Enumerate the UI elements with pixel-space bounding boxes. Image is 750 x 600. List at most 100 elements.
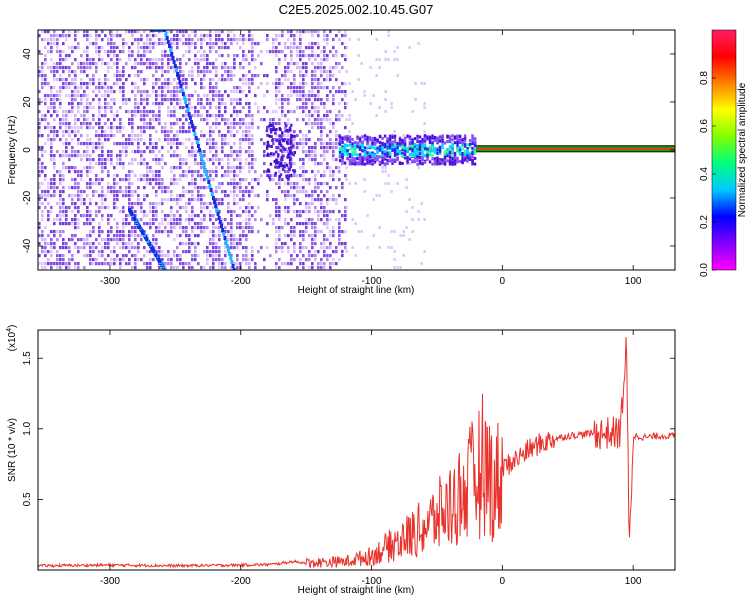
heatmap-cell bbox=[356, 142, 359, 146]
heatmap-cell bbox=[107, 186, 110, 190]
heatmap-cell bbox=[71, 202, 74, 206]
heatmap-cell bbox=[272, 142, 275, 146]
heatmap-cell bbox=[173, 122, 176, 126]
heatmap-cell bbox=[363, 134, 367, 138]
heatmap-cell bbox=[305, 222, 308, 226]
heatmap-cell bbox=[344, 54, 347, 58]
heatmap-cell bbox=[116, 226, 119, 230]
heatmap-cell bbox=[275, 86, 278, 90]
heatmap-cell bbox=[155, 70, 158, 74]
heatmap-cell bbox=[305, 122, 308, 126]
heatmap-cell bbox=[227, 118, 230, 122]
heatmap-cell bbox=[248, 146, 251, 150]
heatmap-cell bbox=[50, 66, 53, 70]
heatmap-cell bbox=[71, 50, 74, 54]
heatmap-cell bbox=[320, 82, 323, 86]
heatmap-cell bbox=[281, 168, 285, 172]
heatmap-cell bbox=[276, 146, 280, 150]
heatmap-cell bbox=[248, 230, 251, 234]
heatmap-cell bbox=[290, 42, 293, 46]
heatmap-track-cell bbox=[176, 72, 180, 76]
heatmap-cell bbox=[302, 90, 305, 94]
heatmap-cell bbox=[233, 34, 236, 38]
heatmap-cell bbox=[131, 230, 134, 234]
heatmap-cell bbox=[278, 86, 281, 90]
heatmap-cell bbox=[203, 58, 206, 62]
heatmap-cell bbox=[320, 62, 323, 66]
heatmap-cell bbox=[239, 158, 242, 162]
heatmap-cell bbox=[146, 250, 149, 254]
heatmap-track-cell bbox=[209, 188, 213, 192]
heatmap-cell bbox=[326, 202, 329, 206]
heatmap-cell bbox=[227, 78, 230, 82]
heatmap-cell bbox=[89, 202, 92, 206]
heatmap-cell bbox=[326, 254, 329, 258]
heatmap-cell bbox=[143, 30, 146, 34]
heatmap-cell bbox=[323, 242, 326, 246]
heatmap-cell bbox=[431, 149, 434, 153]
heatmap-cell bbox=[206, 246, 209, 250]
heatmap-cell bbox=[59, 234, 62, 238]
heatmap-cell bbox=[236, 222, 239, 226]
heatmap-cell bbox=[314, 142, 317, 146]
heatmap-cell bbox=[86, 218, 89, 222]
heatmap-cell bbox=[41, 230, 44, 234]
heatmap-cell bbox=[433, 150, 437, 154]
heatmap-cell bbox=[50, 86, 53, 90]
heatmap-cell bbox=[456, 136, 459, 140]
heatmap-cell bbox=[384, 58, 387, 61]
heatmap-cell bbox=[227, 170, 230, 174]
heatmap-cell bbox=[448, 140, 452, 144]
heatmap-cell bbox=[116, 222, 119, 226]
heatmap-cell bbox=[77, 42, 80, 46]
heatmap-cell bbox=[230, 218, 233, 222]
heatmap-track-cell bbox=[201, 160, 205, 164]
heatmap-cell bbox=[59, 62, 62, 66]
heatmap-cell bbox=[167, 30, 170, 34]
heatmap-cell bbox=[317, 170, 320, 174]
heatmap-cell bbox=[179, 118, 182, 122]
heatmap-cell bbox=[351, 218, 354, 221]
heatmap-cell bbox=[41, 74, 44, 78]
heatmap-cell bbox=[113, 178, 116, 182]
heatmap-cell bbox=[191, 214, 194, 218]
heatmap-cell bbox=[299, 86, 302, 90]
heatmap-cell bbox=[305, 194, 308, 198]
heatmap-cell bbox=[245, 186, 248, 190]
heatmap-cell bbox=[212, 46, 215, 50]
heatmap-cell bbox=[92, 190, 95, 194]
heatmap-cell bbox=[92, 62, 95, 66]
heatmap-cell bbox=[388, 145, 392, 149]
heatmap-cell bbox=[176, 90, 179, 94]
heatmap-cell bbox=[158, 138, 161, 142]
heatmap-cell bbox=[122, 134, 125, 138]
heatmap-cell bbox=[248, 194, 251, 198]
heatmap-cell bbox=[89, 170, 92, 174]
heatmap-cell bbox=[122, 238, 125, 242]
heatmap-cell bbox=[122, 246, 125, 250]
heatmap-cell bbox=[209, 70, 212, 74]
heatmap-cell bbox=[433, 157, 437, 161]
y-tick-label: -20 bbox=[22, 190, 33, 205]
heatmap-cell bbox=[161, 222, 164, 226]
snr-scale-base: (x10 bbox=[7, 331, 18, 351]
heatmap-cell bbox=[413, 154, 417, 158]
heatmap-cell bbox=[107, 154, 110, 158]
heatmap-cell bbox=[358, 142, 362, 146]
heatmap-cell bbox=[116, 30, 119, 34]
heatmap-cell bbox=[92, 98, 95, 102]
heatmap-cell bbox=[146, 178, 149, 182]
heatmap-cell bbox=[47, 262, 50, 266]
heatmap-cell bbox=[95, 94, 98, 98]
heatmap-cell bbox=[254, 158, 257, 162]
heatmap-cell bbox=[179, 102, 182, 106]
heatmap-cell bbox=[341, 54, 344, 58]
heatmap-cell bbox=[92, 90, 95, 94]
heatmap-cell bbox=[107, 214, 110, 218]
heatmap-cell bbox=[224, 194, 227, 198]
heatmap-cell bbox=[320, 130, 323, 134]
heatmap-cell bbox=[182, 194, 185, 198]
heatmap-cell bbox=[287, 234, 290, 238]
heatmap-cell bbox=[191, 30, 194, 34]
heatmap-cell bbox=[341, 153, 344, 157]
